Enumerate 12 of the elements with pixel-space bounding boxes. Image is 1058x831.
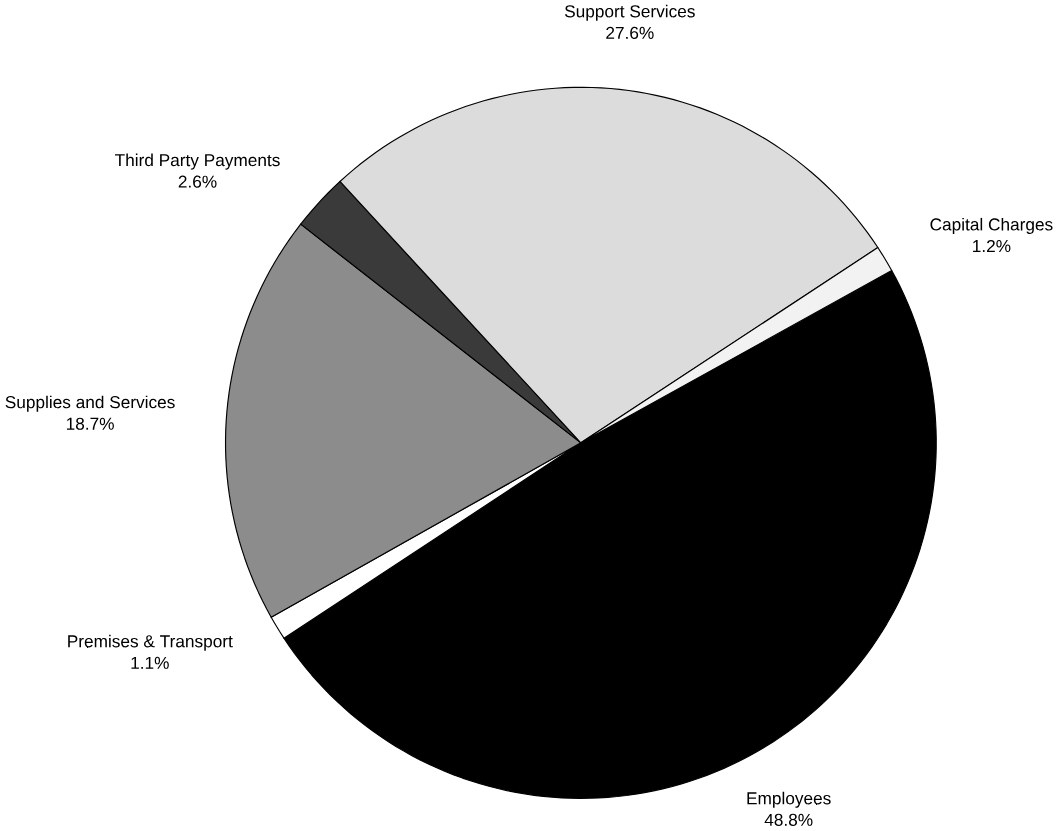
slice-label: Premises & Transport <box>68 634 233 651</box>
data-label: 48.8% <box>764 813 813 827</box>
slice-label: Employees <box>747 791 831 808</box>
data-label: 27.6% <box>606 26 654 40</box>
slice-label: Supplies and Services <box>5 395 175 412</box>
data-label: 1.2% <box>973 240 1011 253</box>
slice-label: Capital Charges <box>930 218 1053 235</box>
slice-label: Support Services <box>564 4 695 21</box>
slice-label: Third Party Payments <box>115 153 280 170</box>
data-label: 2.6% <box>178 175 217 188</box>
data-label: 1.1% <box>131 656 169 669</box>
data-label: 18.7% <box>66 417 114 430</box>
